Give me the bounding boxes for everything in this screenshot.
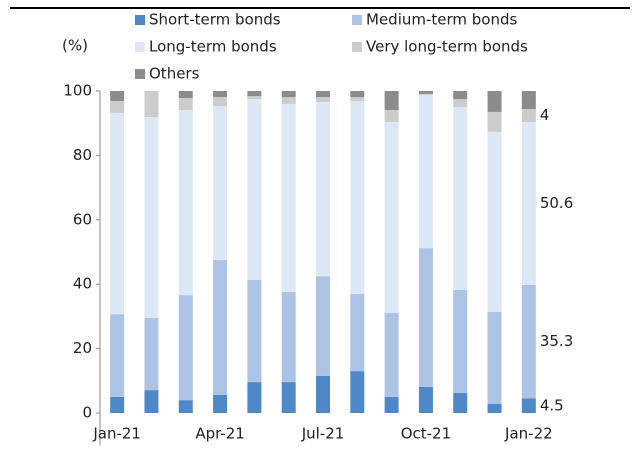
bar-segment — [144, 91, 159, 118]
bar-segment — [384, 396, 399, 413]
y-tick-label: 20 — [73, 339, 92, 357]
bar-segment — [316, 97, 330, 102]
bar-segment — [418, 248, 433, 387]
bar-segment — [521, 91, 536, 110]
bar-segment — [487, 403, 502, 413]
legend-swatch — [135, 69, 145, 79]
bar-segment — [281, 382, 296, 413]
data-label: 50.6 — [540, 194, 573, 212]
legend-label: Others — [149, 65, 200, 83]
bar-segment — [350, 293, 365, 372]
legend-label: Very long-term bonds — [366, 38, 528, 56]
bar-segment — [384, 312, 399, 397]
bar-segment — [487, 91, 502, 112]
bar-segment — [281, 103, 296, 292]
bar-segment — [487, 111, 502, 132]
bar-segment — [350, 97, 365, 101]
bar-segment — [213, 106, 228, 261]
legend-swatch — [135, 42, 145, 52]
bar-segment — [110, 314, 125, 397]
bar-segment — [316, 91, 330, 98]
bar-segment — [418, 93, 433, 95]
bar-segment — [144, 390, 159, 413]
data-label: 35.3 — [540, 332, 573, 350]
bar-segment — [178, 295, 193, 401]
bar-segment — [178, 98, 193, 110]
bar-segment — [213, 97, 228, 107]
bar-segment — [350, 91, 365, 98]
bar-segment — [453, 393, 468, 413]
y-tick-label: 100 — [63, 82, 92, 100]
bar-segment — [487, 311, 502, 404]
bar-segment — [418, 386, 433, 413]
legend-swatch — [352, 42, 362, 52]
x-tick-label: Jul-21 — [301, 425, 345, 443]
bar-segment — [453, 107, 468, 290]
bar-segment — [521, 398, 536, 413]
y-tick-label: 0 — [82, 404, 92, 422]
bar-segment — [487, 131, 502, 312]
y-unit: (%) — [62, 37, 88, 55]
bar-segment — [521, 109, 536, 122]
bar-segment — [418, 91, 433, 94]
bar-segment — [453, 289, 468, 394]
legend-label: Medium-term bonds — [366, 11, 518, 29]
bar-segment — [453, 99, 468, 108]
bar-segment — [281, 91, 296, 98]
bar-segment — [178, 109, 193, 296]
bar-segment — [110, 112, 125, 315]
bar-segment — [144, 117, 159, 319]
legend-swatch — [135, 15, 145, 25]
bar-segment — [281, 97, 296, 104]
bar-segment — [453, 91, 468, 100]
bar-segment — [316, 276, 330, 376]
legend-swatch — [352, 15, 362, 25]
bar-segment — [521, 121, 536, 285]
x-tick-label: Jan-21 — [92, 425, 141, 443]
bar-segment — [178, 400, 193, 413]
bar-segment — [247, 91, 262, 97]
x-tick-label: Jan-22 — [504, 425, 553, 443]
bar-segment — [521, 284, 536, 399]
bar-segment — [316, 101, 330, 277]
bar-segment — [384, 121, 399, 313]
bar-segment — [110, 396, 125, 413]
bar-segment — [213, 260, 228, 395]
bar-segment — [110, 100, 125, 113]
bar-segment — [350, 371, 365, 413]
bar-segment — [384, 109, 399, 122]
bar-segment — [213, 91, 228, 98]
data-label: 4 — [540, 106, 550, 124]
bar-segment — [247, 280, 262, 383]
bar-segment — [350, 100, 365, 294]
bar-segment — [247, 382, 262, 413]
x-tick-label: Oct-21 — [401, 425, 451, 443]
x-tick-label: Apr-21 — [195, 425, 245, 443]
bar-segment — [247, 99, 262, 281]
y-tick-label: 60 — [73, 210, 92, 228]
legend-label: Short-term bonds — [149, 11, 281, 29]
bar-segment — [316, 375, 330, 413]
bar-segment — [418, 94, 433, 249]
y-tick-label: 40 — [73, 275, 92, 293]
legend-label: Long-term bonds — [149, 38, 277, 56]
bar-segment — [281, 291, 296, 383]
y-tick-label: 80 — [73, 146, 92, 164]
bar-segment — [110, 91, 125, 101]
bar-segment — [144, 318, 159, 391]
data-label: 4.5 — [540, 396, 564, 414]
bar-segment — [213, 394, 228, 413]
bar-segment — [384, 91, 399, 110]
bar-segment — [247, 96, 262, 100]
bar-segment — [178, 91, 193, 99]
